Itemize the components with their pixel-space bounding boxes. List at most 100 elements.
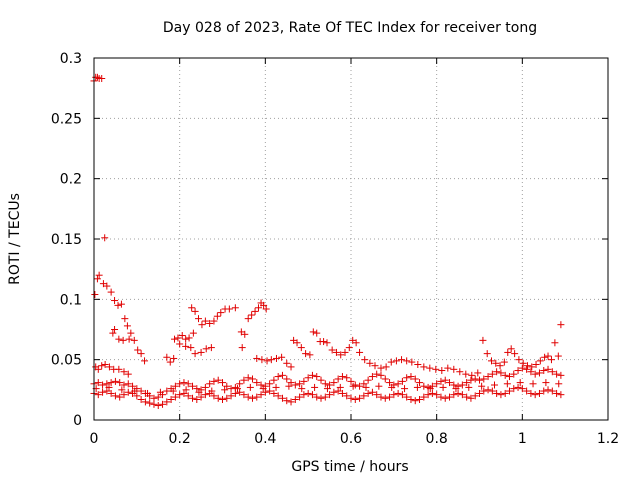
data-point	[144, 389, 152, 397]
data-point	[146, 399, 154, 407]
data-point	[137, 387, 145, 395]
data-point	[278, 371, 286, 379]
data-point	[111, 297, 119, 305]
data-point	[171, 393, 179, 401]
data-point	[257, 391, 265, 399]
data-point	[343, 374, 351, 382]
data-point	[267, 356, 275, 364]
data-point	[362, 383, 370, 391]
data-point	[99, 381, 107, 389]
data-point	[137, 395, 145, 403]
data-point	[189, 382, 197, 390]
x-tick-labels: 0 0.2 0.4 0.6 0.8 1 1.2	[90, 431, 620, 447]
data-point	[532, 360, 540, 368]
data-point	[531, 370, 539, 378]
data-point	[174, 334, 182, 342]
data-point	[121, 315, 129, 323]
data-point	[403, 357, 411, 365]
data-point	[93, 275, 101, 283]
data-point	[238, 344, 246, 352]
data-point	[433, 391, 441, 399]
data-point	[493, 389, 501, 397]
data-point	[444, 364, 452, 372]
plot-frame	[93, 57, 609, 421]
x-tick-label: 0.4	[254, 431, 276, 447]
data-point	[141, 357, 149, 365]
data-point	[343, 392, 351, 400]
data-point	[169, 387, 177, 395]
data-point	[120, 381, 128, 389]
data-point	[437, 393, 445, 401]
data-point	[213, 312, 221, 320]
data-point	[261, 388, 269, 396]
data-point	[535, 369, 543, 377]
data-point	[120, 368, 128, 376]
data-point	[185, 334, 193, 342]
data-point	[248, 394, 256, 402]
data-point	[441, 394, 449, 402]
x-tick-label: 0.6	[340, 431, 362, 447]
data-point	[360, 380, 368, 388]
data-point	[94, 379, 102, 387]
data-point	[368, 373, 376, 381]
data-point	[270, 389, 278, 397]
data-point	[381, 375, 389, 383]
data-point	[483, 350, 491, 358]
data-point	[195, 315, 203, 323]
data-point	[531, 391, 539, 399]
data-point	[490, 381, 498, 389]
data-point	[334, 375, 342, 383]
data-point	[274, 392, 282, 400]
data-point	[375, 382, 383, 390]
data-point	[334, 387, 342, 395]
data-point	[187, 344, 195, 352]
data-point	[117, 300, 125, 308]
data-point	[189, 394, 197, 402]
data-point	[510, 385, 518, 393]
data-point	[351, 395, 359, 403]
data-point	[403, 393, 411, 401]
data-point	[313, 393, 321, 401]
data-point	[527, 389, 535, 397]
data-point	[283, 397, 291, 405]
data-point	[439, 383, 447, 391]
data-point	[557, 371, 565, 379]
data-point	[557, 391, 565, 399]
data-point	[454, 389, 462, 397]
data-point	[458, 391, 466, 399]
data-point	[259, 385, 267, 393]
data-point	[180, 379, 188, 387]
data-point	[125, 335, 133, 343]
data-point	[297, 344, 305, 352]
data-point	[182, 335, 190, 343]
data-point	[118, 386, 126, 394]
data-point	[107, 288, 115, 296]
data-point	[170, 354, 178, 362]
data-point	[438, 367, 446, 375]
data-point	[296, 380, 304, 388]
data-point	[394, 389, 402, 397]
data-point	[244, 315, 252, 323]
data-point	[206, 380, 214, 388]
data-point	[548, 387, 556, 395]
data-point	[219, 379, 226, 387]
y-tick-label: 0.3	[60, 51, 82, 67]
data-point	[411, 397, 419, 405]
axis-ticks	[93, 57, 609, 421]
data-point	[227, 392, 235, 400]
data-point	[133, 392, 141, 400]
data-point	[317, 394, 325, 402]
x-tick-label: 1	[518, 431, 527, 447]
data-point	[377, 364, 385, 372]
data-point	[505, 373, 513, 381]
data-point	[191, 307, 199, 315]
data-point	[330, 388, 338, 396]
data-point	[98, 362, 106, 370]
data-point	[366, 359, 374, 367]
data-point	[519, 359, 527, 367]
data-point	[95, 271, 103, 279]
data-point	[107, 389, 115, 397]
data-point	[523, 365, 531, 373]
data-point	[450, 381, 458, 389]
